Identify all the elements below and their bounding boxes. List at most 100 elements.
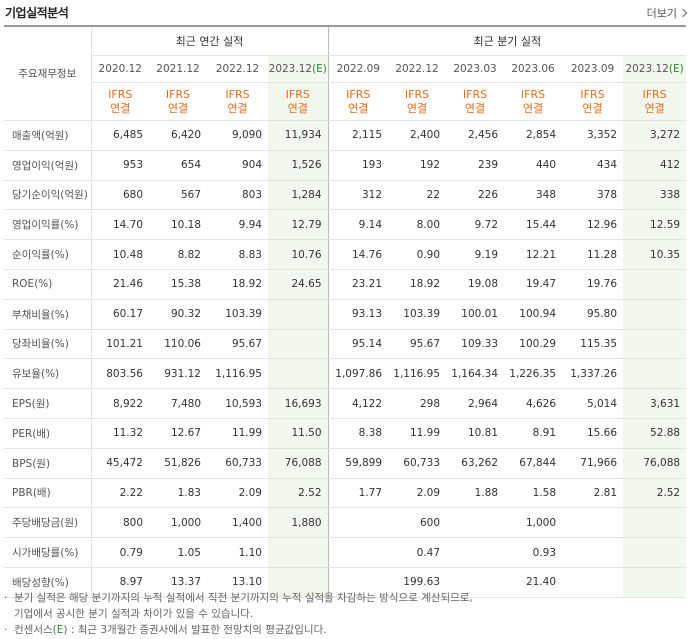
- row-label: 당좌비율(%): [4, 329, 91, 360]
- value-cell: 15.38: [149, 269, 207, 300]
- value-cell: [268, 298, 329, 330]
- value-cell: 1.05: [149, 537, 207, 568]
- value-cell: 15.44: [504, 209, 563, 241]
- value-cell: 45,472: [90, 448, 149, 479]
- table-row: EPS(원) 8,922 7,480 10,593 16,693 4,122 298 2,96…: [4, 388, 687, 419]
- basis-header: IFRS 연결: [623, 82, 687, 121]
- value-cell: 2,964: [446, 388, 505, 419]
- value-cell: 21.40: [504, 567, 563, 598]
- value-cell: 8.91: [504, 418, 563, 449]
- period-header: 2023.03: [446, 55, 505, 83]
- value-cell: 6,485: [90, 120, 149, 151]
- value-cell: 1,164.34: [446, 358, 505, 390]
- row-label: 유보율(%): [4, 358, 91, 390]
- period-header: 2022.12: [388, 55, 447, 83]
- value-cell: 2.09: [388, 478, 447, 509]
- basis-consolidated: 연결: [110, 101, 131, 115]
- value-cell: 1.58: [504, 478, 563, 509]
- value-cell: [268, 329, 329, 360]
- row-label: 매출액(억원): [4, 120, 91, 151]
- basis-header: IFRS 연결: [446, 82, 505, 121]
- period-date: 2022.12: [395, 63, 439, 75]
- value-cell: 9,090: [207, 120, 268, 151]
- value-cell: 1,000: [504, 507, 563, 539]
- value-cell: 1,284: [268, 180, 329, 211]
- value-cell: 6,420: [149, 120, 207, 151]
- value-cell: 4,122: [327, 388, 389, 419]
- period-header: 2022.09: [327, 55, 389, 83]
- value-cell: 2.52: [268, 478, 329, 509]
- value-cell: 412: [623, 150, 687, 181]
- value-cell: 60,733: [207, 448, 268, 479]
- value-cell: 1.88: [446, 478, 505, 509]
- basis-consolidated: 연결: [348, 101, 369, 115]
- basis-header: IFRS 연결: [327, 82, 389, 121]
- row-label: 시가배당률(%): [4, 537, 91, 568]
- value-cell: 2.81: [562, 478, 624, 509]
- table-row: BPS(원) 45,472 51,826 60,733 76,088 59,899 60,7…: [4, 448, 687, 479]
- value-cell: 10.35: [623, 239, 687, 270]
- value-cell: 12.67: [149, 418, 207, 449]
- period-header: 2023.06: [504, 55, 563, 83]
- value-cell: 60.17: [90, 298, 149, 330]
- value-cell: 8.82: [149, 239, 207, 270]
- value-cell: 12.21: [504, 239, 563, 270]
- value-cell: 9.14: [327, 209, 389, 241]
- value-cell: 338: [623, 180, 687, 211]
- basis-ifrs: IFRS: [225, 87, 250, 101]
- value-cell: 312: [327, 180, 389, 211]
- value-cell: 11.99: [388, 418, 447, 449]
- value-cell: 60,733: [388, 448, 447, 479]
- period-header: 2020.12: [90, 55, 149, 83]
- basis-ifrs: IFRS: [580, 87, 605, 101]
- estimate-mark: (E): [312, 63, 327, 75]
- basis-consolidated: 연결: [406, 101, 428, 115]
- period-header: 2021.12: [149, 55, 207, 83]
- basis-ifrs: IFRS: [642, 87, 667, 101]
- table-row: 시가배당률(%) 0.79 1.05 1.10 0.47 0.93: [4, 537, 687, 568]
- value-cell: 1,880: [268, 507, 329, 539]
- value-cell: 2.22: [90, 478, 149, 509]
- table-row: 주당배당금(원) 800 1,000 1,400 1,880 600 1,000: [4, 507, 687, 539]
- value-cell: 1.10: [207, 537, 268, 568]
- table-row: PER(배) 11.32 12.67 11.99 11.50 8.38 11.99 10.81…: [4, 418, 687, 449]
- value-cell: 654: [149, 150, 207, 181]
- table-row: 순이익률(%) 10.48 8.82 8.83 10.76 14.76 0.90 9.19 12…: [4, 239, 687, 270]
- value-cell: 803.56: [90, 358, 149, 390]
- value-cell: [623, 329, 687, 360]
- basis-consolidated: 연결: [287, 101, 308, 115]
- period-date: 2023.12: [625, 63, 669, 75]
- basis-consolidated: 연결: [167, 101, 189, 115]
- corner-label: 주요재무정보: [4, 26, 91, 121]
- value-cell: 2,400: [388, 120, 447, 151]
- table-row: 당기순이익(억원) 680 567 803 1,284 312 22 226 348 378 338: [4, 180, 687, 211]
- row-label: ROE(%): [4, 269, 91, 300]
- value-cell: [327, 537, 389, 568]
- value-cell: 18.92: [388, 269, 447, 300]
- value-cell: 19.76: [562, 269, 624, 300]
- value-cell: 1,116.95: [207, 358, 268, 390]
- value-cell: 348: [504, 180, 563, 211]
- value-cell: 10.81: [446, 418, 505, 449]
- value-cell: 440: [504, 150, 563, 181]
- value-cell: 5,014: [562, 388, 624, 419]
- basis-header: IFRS 연결: [388, 82, 447, 121]
- value-cell: 95.67: [207, 329, 268, 360]
- period-date: 2023.03: [453, 63, 497, 75]
- table-row: 유보율(%) 803.56 931.12 1,116.95 1,097.86 1,116.…: [4, 358, 687, 390]
- value-cell: 11.50: [268, 418, 329, 449]
- value-cell: 16,693: [268, 388, 329, 419]
- period-header: 2023.12(E): [268, 55, 329, 83]
- value-cell: 10.76: [268, 239, 329, 270]
- period-date: 2020.12: [98, 63, 142, 75]
- basis-header: IFRS 연결: [562, 82, 624, 121]
- basis-ifrs: IFRS: [520, 87, 546, 101]
- more-link[interactable]: 더보기: [647, 5, 688, 21]
- basis-ifrs: IFRS: [346, 87, 371, 101]
- basis-header: IFRS 연결: [90, 82, 149, 121]
- table-row: 배당성향(%) 8.97 13.37 13.10 199.63 21.40: [4, 567, 687, 598]
- annual-group-label: 최근 연간 실적: [90, 26, 329, 56]
- quarter-group-label: 최근 분기 실적: [327, 26, 687, 56]
- value-cell: 8.38: [327, 418, 389, 449]
- value-cell: 103.39: [207, 298, 268, 330]
